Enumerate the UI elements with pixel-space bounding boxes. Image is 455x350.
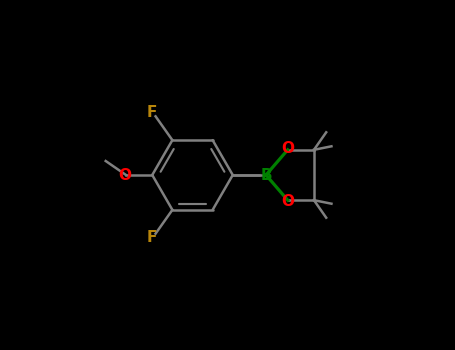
- Text: O: O: [281, 141, 294, 155]
- Text: F: F: [147, 230, 157, 245]
- Text: O: O: [118, 168, 131, 182]
- Text: B: B: [260, 168, 272, 182]
- Text: O: O: [281, 195, 294, 209]
- Text: F: F: [147, 105, 157, 120]
